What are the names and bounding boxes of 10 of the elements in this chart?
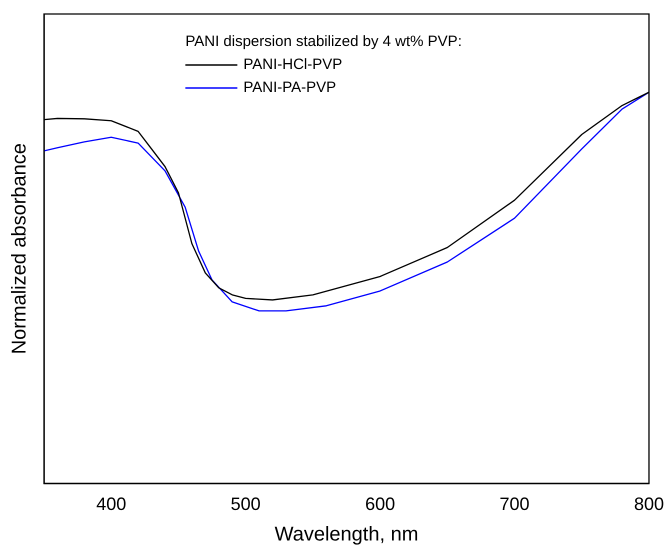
x-tick-label: 500 (230, 494, 261, 514)
legend-label: PANI-PA-PVP (243, 79, 336, 96)
x-axis-title: Wavelength, nm (274, 524, 418, 546)
y-axis-title: Normalized absorbance (8, 143, 31, 354)
x-tick-label: 800 (634, 494, 664, 514)
x-tick-label: 400 (96, 494, 126, 514)
x-tick-label: 600 (365, 494, 396, 514)
legend-title: PANI dispersion stabilized by 4 wt% PVP: (185, 33, 462, 50)
x-tick-label: 700 (500, 494, 530, 514)
legend-label: PANI-HCl-PVP (243, 56, 342, 74)
